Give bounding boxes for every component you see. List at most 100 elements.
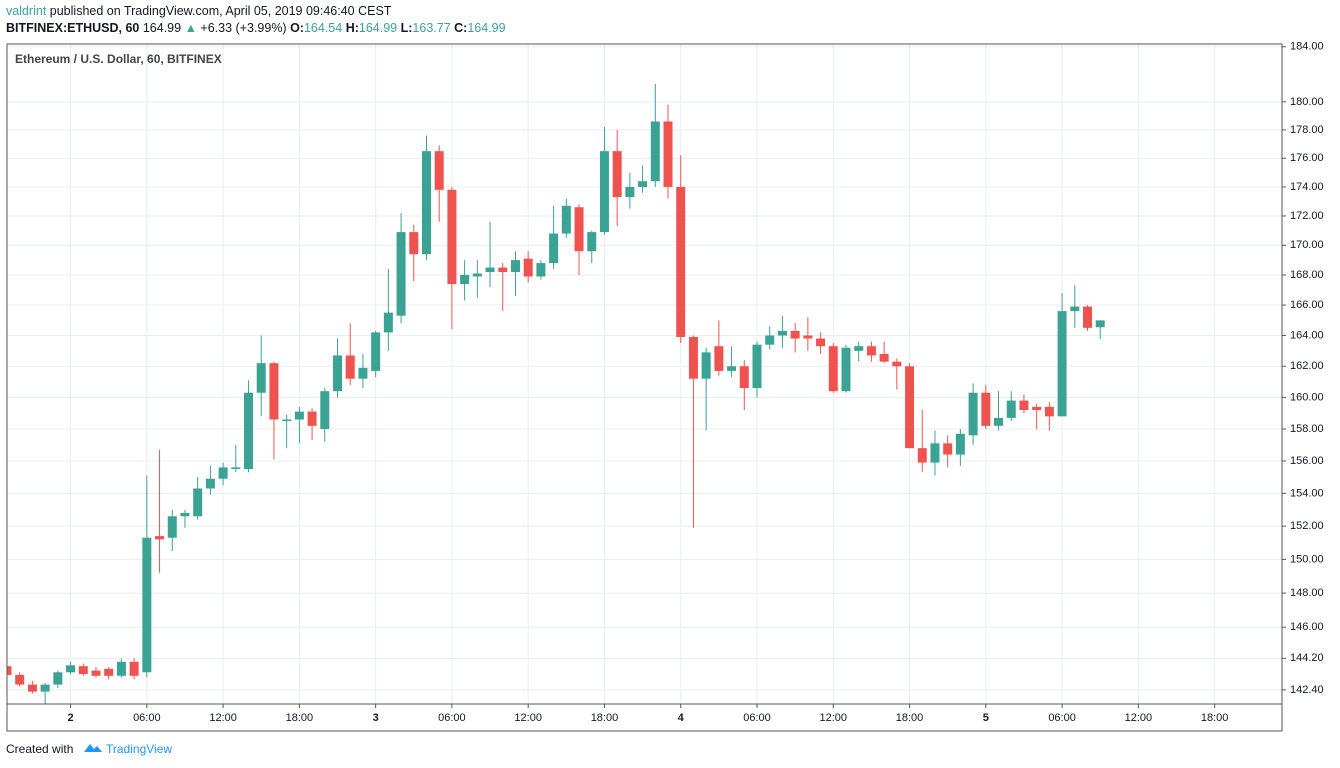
candle-body <box>333 355 343 392</box>
candle-body <box>396 232 406 316</box>
c-value: 164.99 <box>467 21 505 35</box>
candle-body <box>269 363 279 420</box>
candles <box>7 83 1105 704</box>
candle-body <box>777 330 787 336</box>
x-tick-label: 12:00 <box>1125 712 1153 724</box>
candle-body <box>854 346 864 351</box>
candle-body <box>828 346 838 392</box>
candle-body <box>282 419 292 422</box>
candle-body <box>981 392 991 426</box>
y-tick-label: 150.00 <box>1290 553 1324 565</box>
candle-body <box>816 338 826 347</box>
candle-body <box>498 267 508 273</box>
y-tick-label: 158.00 <box>1290 423 1324 435</box>
x-tick-label: 18:00 <box>1201 712 1229 724</box>
candle-body <box>193 488 203 517</box>
candle-body <box>307 411 317 426</box>
candle-body <box>104 668 114 676</box>
candle-body <box>727 366 737 371</box>
y-tick-label: 164.00 <box>1290 329 1324 341</box>
candle-body <box>1019 400 1029 411</box>
candle-body <box>701 352 711 379</box>
axes: 142.40 144.20 146.00 148.00 150.00 152.00 154.… <box>67 41 1323 724</box>
published: published on TradingView.com, April 05, … <box>50 4 392 18</box>
frame <box>6 43 1283 732</box>
candle-body <box>447 189 457 284</box>
candle-body <box>587 232 597 252</box>
candle-body <box>371 332 381 371</box>
header-line: valdrint published on TradingView.com, A… <box>6 4 392 18</box>
y-tick-label: 160.00 <box>1290 391 1324 403</box>
candle-body <box>66 665 76 673</box>
l-label: L: <box>401 21 413 35</box>
candle-body <box>790 330 800 339</box>
legend: Ethereum / U.S. Dollar, 60, BITFINEX <box>15 52 222 66</box>
candle-body <box>739 366 749 389</box>
candle-body <box>358 367 368 379</box>
candle-body <box>129 661 139 676</box>
x-tick-label: 18:00 <box>286 712 314 724</box>
candle-body <box>27 684 37 692</box>
y-tick-label: 184.00 <box>1290 41 1324 53</box>
x-tick-label: 12:00 <box>514 712 542 724</box>
candle-body <box>917 448 927 463</box>
candle-body <box>892 361 902 367</box>
arrow: ▲ <box>185 21 197 35</box>
candle-body <box>688 337 698 379</box>
l-value: 163.77 <box>412 21 450 35</box>
y-tick-label: 146.00 <box>1290 621 1324 633</box>
x-tick-label: 18:00 <box>591 712 619 724</box>
candle-body <box>561 205 571 234</box>
candle-body <box>930 443 940 463</box>
candle-body <box>244 392 254 470</box>
candle-body <box>943 443 953 455</box>
publisher[interactable]: valdrint <box>6 4 47 18</box>
y-tick-label: 168.00 <box>1290 269 1324 281</box>
candle-body <box>574 207 584 252</box>
candle-body <box>879 353 889 362</box>
candle-body <box>905 366 915 449</box>
symbol: BITFINEX:ETHUSD, 60 <box>6 21 139 35</box>
o-value: 164.54 <box>304 21 342 35</box>
candle-body <box>638 181 648 187</box>
y-tick-label: 156.00 <box>1290 455 1324 467</box>
y-tick-label: 152.00 <box>1290 520 1324 532</box>
candle-body <box>218 467 228 479</box>
y-tick-label: 148.00 <box>1290 587 1324 599</box>
change: +6.33 (+3.99%) <box>200 21 286 35</box>
candle-body <box>116 661 126 676</box>
candle-body <box>294 411 304 420</box>
y-tick-label: 154.00 <box>1290 487 1324 499</box>
x-tick-label: 06:00 <box>743 712 771 724</box>
candle-body <box>40 684 50 692</box>
candle-body <box>15 674 25 685</box>
candle-body <box>1083 306 1093 328</box>
x-tick-label: 2 <box>67 712 73 724</box>
candle-body <box>841 347 851 392</box>
candle-body <box>866 346 876 356</box>
candle-body <box>1032 406 1042 411</box>
y-tick-label: 176.00 <box>1290 152 1324 164</box>
candle-body <box>472 273 482 277</box>
x-tick-label: 12:00 <box>820 712 848 724</box>
y-tick-label: 172.00 <box>1290 210 1324 222</box>
x-tick-label: 12:00 <box>209 712 237 724</box>
h-value: 164.99 <box>359 21 397 35</box>
x-tick-label: 5 <box>983 712 989 724</box>
candle-body <box>155 536 165 540</box>
candle-body <box>510 260 520 273</box>
candle-body <box>650 121 660 182</box>
footer-brand[interactable]: TradingView <box>106 742 172 756</box>
candle-body <box>53 672 63 685</box>
candle-body <box>625 186 635 198</box>
candle-body <box>676 186 686 338</box>
o-label: O: <box>290 21 304 35</box>
candle-body <box>256 363 266 393</box>
candle-body <box>231 467 241 470</box>
candle-body <box>180 512 190 517</box>
candle-body <box>765 335 775 345</box>
candle-body <box>549 233 559 264</box>
candle-body <box>167 516 177 538</box>
candle-body <box>714 346 724 371</box>
